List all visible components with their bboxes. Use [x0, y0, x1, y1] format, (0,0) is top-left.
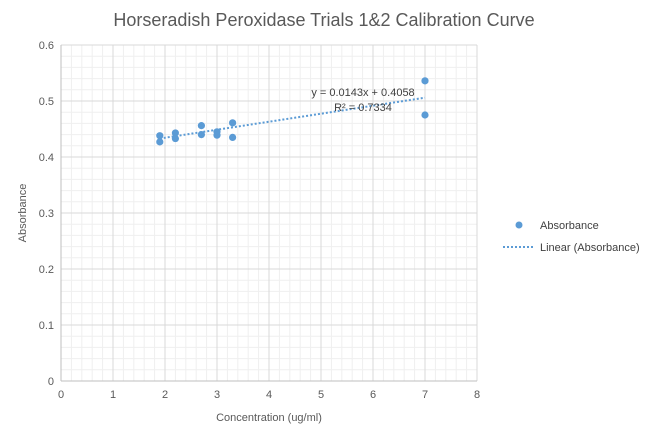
- y-tick-label: 0: [48, 376, 54, 388]
- x-axis-label: Concentration (ug/ml): [216, 412, 322, 424]
- legend: Absorbance Linear (Absorbance): [503, 220, 640, 254]
- chart-title: Horseradish Peroxidase Trials 1&2 Calibr…: [113, 10, 534, 30]
- y-tick-label: 0.4: [39, 152, 54, 164]
- data-point: [213, 131, 221, 139]
- trendline: [159, 96, 426, 140]
- x-tick-label: 4: [266, 389, 272, 401]
- y-tick-label: 0.5: [39, 96, 54, 108]
- data-point: [229, 119, 237, 127]
- data-point: [156, 138, 164, 146]
- tick-labels: 0 1 2 3 4 5 6 7 8 0 0.1 0.2 0.3 0.4 0.5 0.6: [39, 40, 480, 401]
- trendline-r-squared: R² = 0.7334: [334, 102, 392, 114]
- data-point: [171, 129, 179, 137]
- data-point: [171, 134, 179, 143]
- trendline-line: [159, 96, 426, 140]
- data-point: [421, 111, 429, 119]
- x-tick-label: 1: [110, 389, 116, 401]
- data-point: [421, 77, 429, 85]
- y-tick-label: 0.1: [39, 320, 54, 332]
- data-point: [229, 133, 237, 141]
- y-axis-label: Absorbance: [17, 184, 29, 243]
- x-tick-label: 3: [214, 389, 220, 401]
- x-tick-label: 2: [162, 389, 168, 401]
- legend-label-absorbance: Absorbance: [540, 220, 599, 232]
- x-tick-label: 6: [370, 389, 376, 401]
- data-point: [197, 122, 205, 130]
- axes: [60, 45, 477, 382]
- legend-label-linear: Linear (Absorbance): [540, 242, 640, 254]
- y-tick-label: 0.6: [39, 40, 54, 52]
- data-point: [156, 132, 164, 140]
- x-tick-label: 0: [58, 389, 64, 401]
- trendline-equation: y = 0.0143x + 0.4058: [311, 87, 414, 99]
- x-tick-label: 7: [422, 389, 428, 401]
- gridlines: [60, 44, 478, 382]
- legend-marker-absorbance: [515, 221, 523, 229]
- y-tick-label: 0.3: [39, 208, 54, 220]
- data-point: [197, 131, 205, 139]
- y-tick-label: 0.2: [39, 264, 54, 276]
- x-tick-label: 5: [318, 389, 324, 401]
- data-points: [156, 77, 429, 146]
- x-tick-label: 8: [474, 389, 480, 401]
